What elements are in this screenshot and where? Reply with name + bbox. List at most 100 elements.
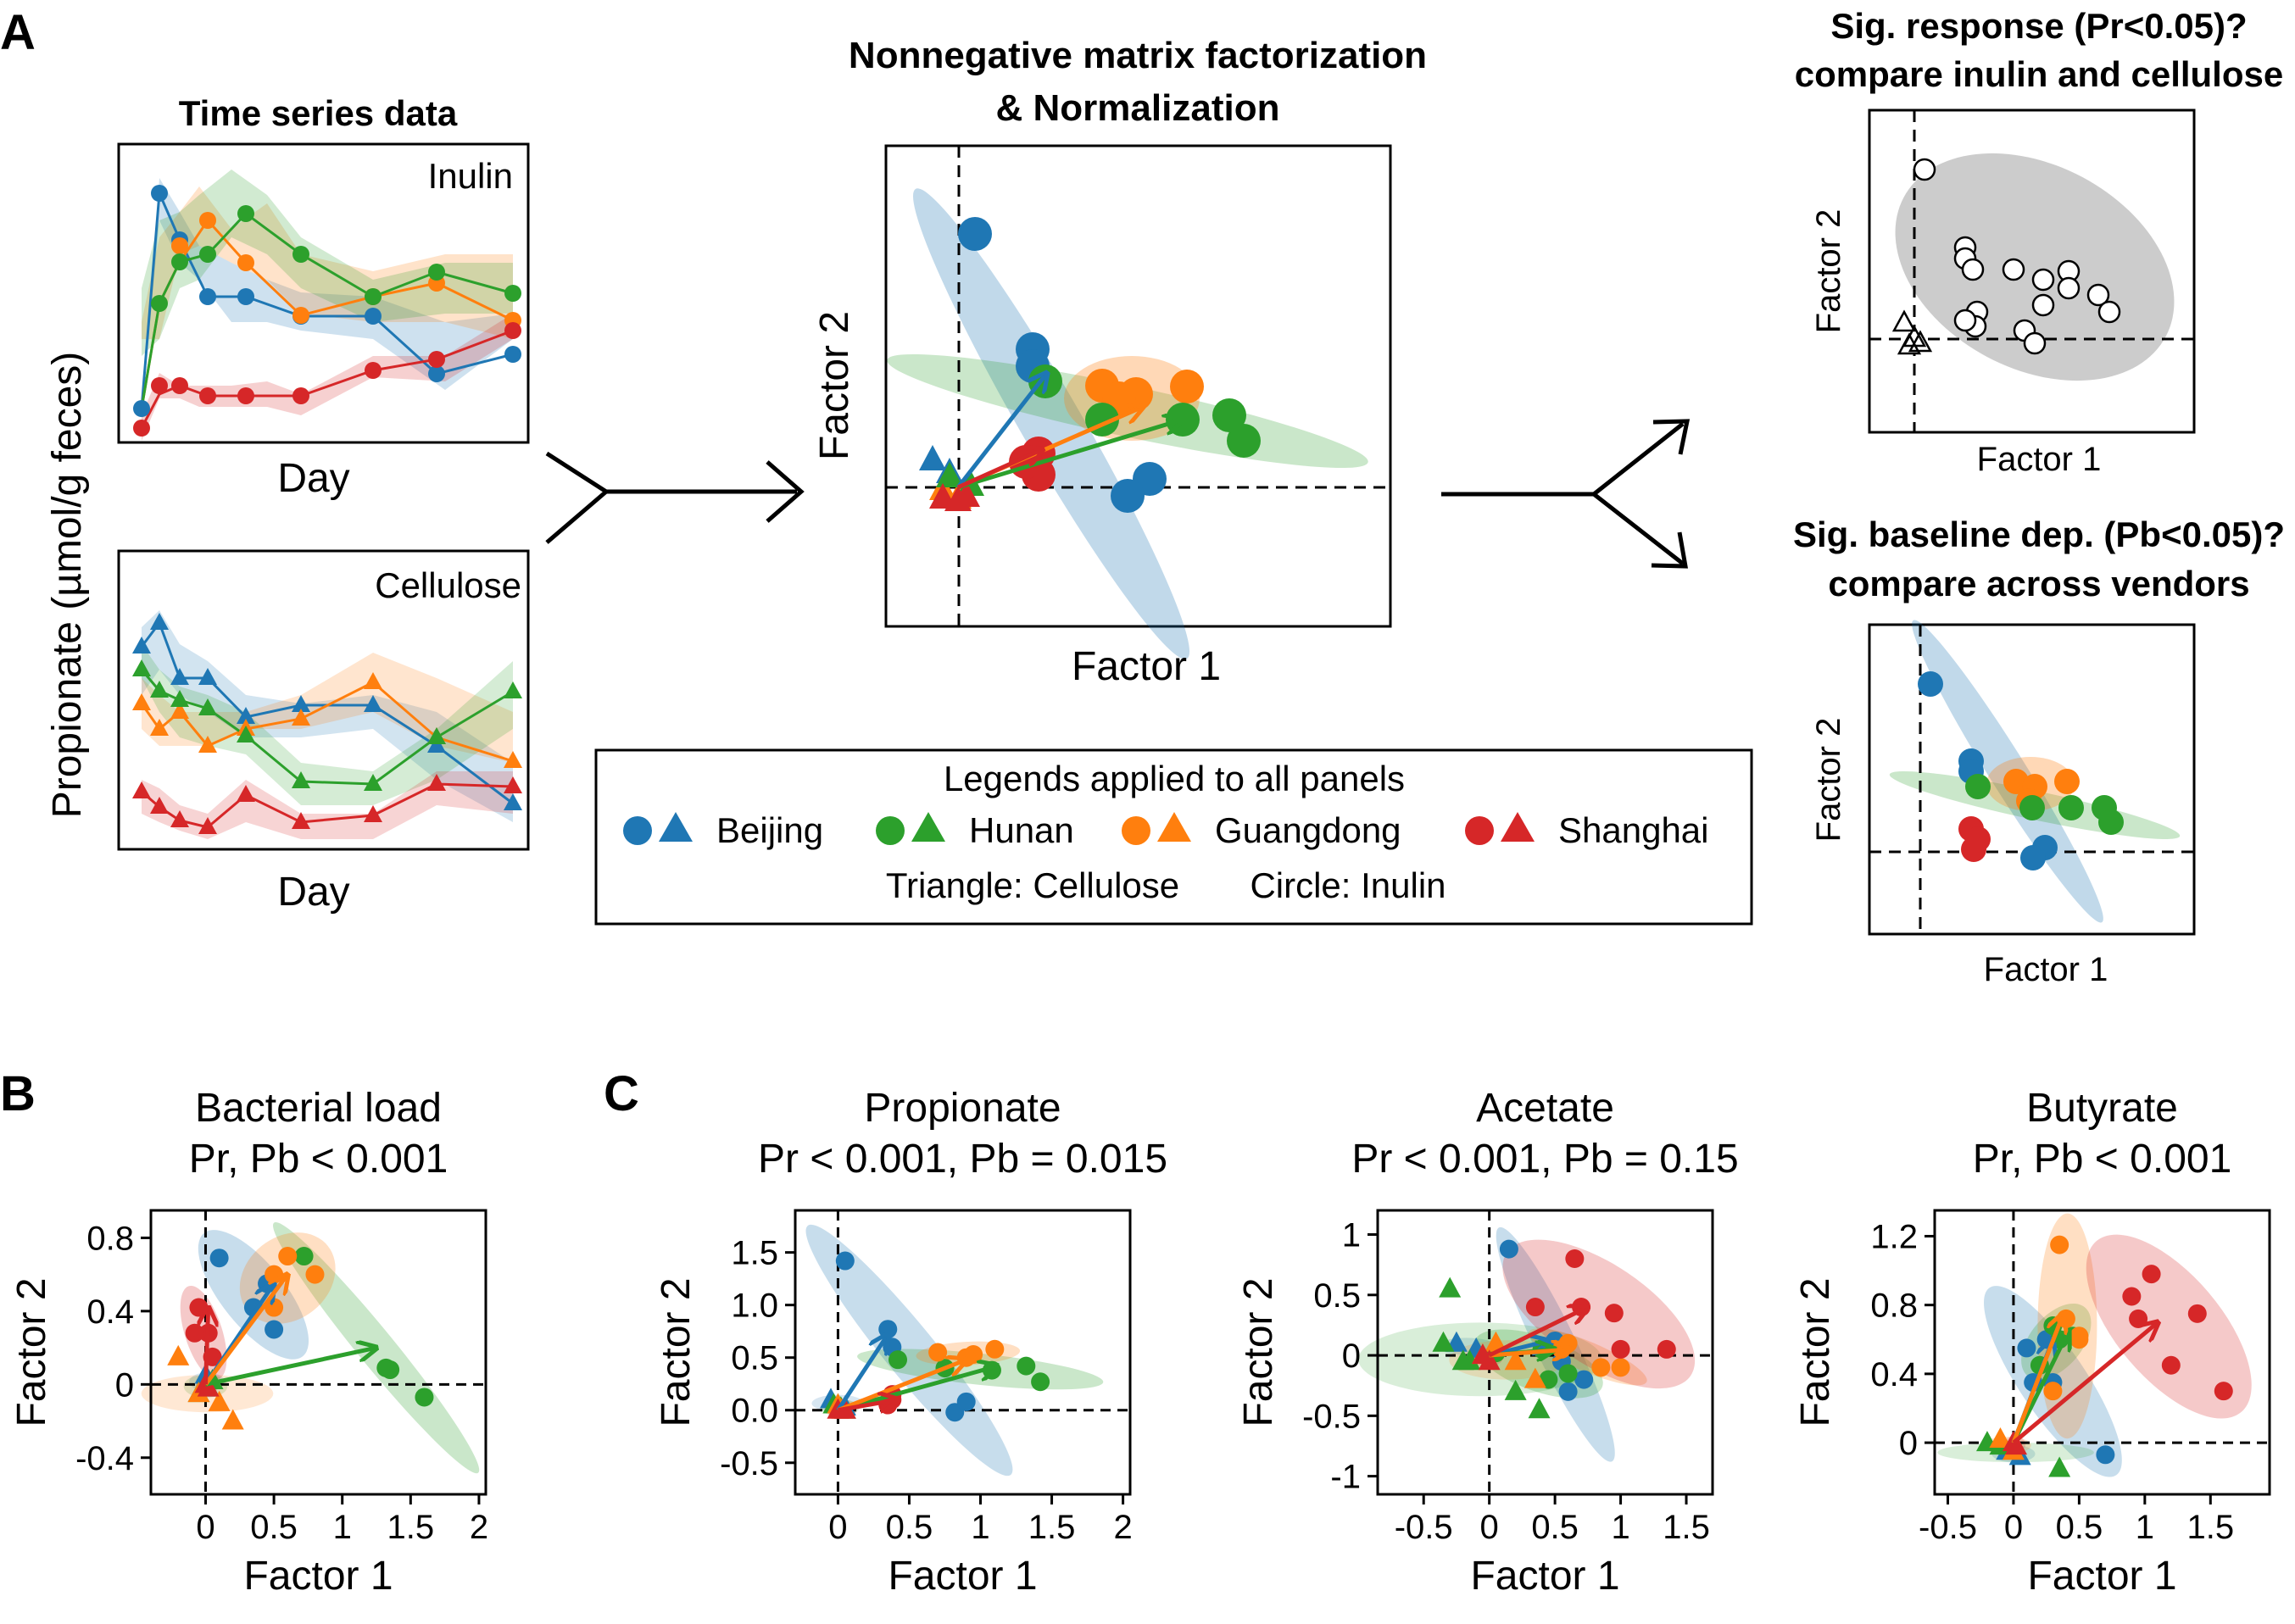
y-tick-label: 1.0 — [731, 1288, 778, 1325]
chart-subtitle: Pr < 0.001, Pb = 0.015 — [758, 1137, 1167, 1182]
inulin-point — [1499, 1239, 1518, 1259]
cellulose-point — [2048, 1456, 2071, 1477]
cellulose-frame — [117, 549, 530, 851]
inulin-point — [1574, 1370, 1594, 1389]
x-tick-label: 1.5 — [1663, 1509, 1710, 1546]
inulin-point — [928, 1343, 948, 1362]
panel-letter-c: C — [604, 1066, 639, 1121]
legend-item-beijing: Beijing — [623, 810, 823, 850]
inulin-label: Inulin — [428, 156, 513, 196]
inulin-point — [1611, 1358, 1630, 1377]
chart-title: Butyrate — [2026, 1086, 2178, 1131]
x-tick-label: 0.5 — [1531, 1509, 1579, 1546]
response-xlabel: Factor 1 — [1977, 441, 2102, 478]
chart-subtitle: Pr, Pb < 0.001 — [189, 1137, 448, 1182]
response-plot — [1868, 108, 2196, 434]
inulin-point — [189, 1298, 209, 1317]
ts-xlabel-top: Day — [277, 456, 349, 501]
panel-letter-a: A — [0, 5, 36, 60]
inulin-point — [185, 1323, 204, 1343]
y-axis-label: Factor 2 — [1793, 1277, 1838, 1427]
confidence-ellipse — [2086, 1234, 2252, 1419]
response-arrow — [205, 1308, 208, 1385]
legend-item-shanghai: Shanghai — [1465, 810, 1709, 850]
inulin-point — [2161, 1355, 2181, 1375]
cellulose-point — [208, 1390, 231, 1411]
baseline-ylabel: Factor 2 — [1810, 718, 1847, 843]
response-points — [1891, 158, 2121, 355]
inulin-point — [835, 1251, 855, 1271]
inulin-point — [2096, 1445, 2115, 1465]
response-arrow — [1488, 1307, 1588, 1358]
x-tick-label: 2 — [1113, 1509, 1132, 1546]
cellulose-point — [221, 1409, 244, 1430]
legend-title: Legends applied to all panels — [944, 759, 1405, 798]
nmf-frame — [884, 144, 1392, 628]
chart-propionate: Propionate Pr < 0.001, Pb = 0.015 0 0.5 1 1.5… — [654, 1086, 1167, 1599]
inulin-point — [985, 1339, 1005, 1359]
ts-title: Time series data — [179, 93, 458, 133]
legend-item-guangdong: Guangdong — [1122, 810, 1401, 850]
legend-label-shanghai: Shanghai — [1558, 810, 1709, 850]
inulin-point — [1591, 1358, 1611, 1377]
inulin-point — [1565, 1249, 1585, 1269]
cellulose-point — [1439, 1276, 1462, 1298]
x-tick-label: 1 — [1611, 1509, 1629, 1546]
sig-resp-1: Sig. response (Pr<0.05)? — [1830, 6, 2247, 46]
y-axis-label: Factor 2 — [9, 1277, 54, 1427]
y-tick-label: 1.2 — [1870, 1218, 1918, 1255]
y-axis-label: Factor 2 — [654, 1277, 699, 1427]
chart-bacterial-load: Bacterial load Pr, Pb < 0.001 0 0.5 1 1.5 2 -0.… — [9, 1086, 488, 1599]
nmf-xlabel: Factor 1 — [1072, 644, 1221, 689]
inulin-frame — [117, 142, 530, 444]
x-axis-label: Factor 1 — [1470, 1554, 1619, 1599]
x-tick-label: -0.5 — [1919, 1509, 1977, 1546]
response-frame — [1868, 108, 2196, 434]
y-tick-label: 1 — [1342, 1217, 1361, 1254]
plot-frame — [1376, 1209, 1714, 1496]
chart-title: Bacterial load — [195, 1086, 442, 1131]
cellulose-point — [1528, 1398, 1551, 1419]
chart-title: Propionate — [864, 1086, 1061, 1131]
chart-butyrate: Butyrate Pr, Pb < 0.001 -0.5 0 0.5 1 1.5 0 0.4 0.… — [1793, 1086, 2271, 1599]
y-tick-label: 0 — [1899, 1425, 1918, 1462]
response-arrow — [2011, 1314, 2064, 1443]
response-arrow — [203, 1275, 287, 1386]
inulin-point — [2017, 1338, 2036, 1358]
chart-acetate: Acetate Pr < 0.001, Pb = 0.15 -0.5 0 0.5 1 1.5… — [1236, 1086, 1739, 1599]
sig-base-1: Sig. baseline dep. (Pb<0.05)? — [1793, 514, 2285, 554]
inulin-point — [1525, 1298, 1545, 1317]
inulin-point — [294, 1247, 314, 1266]
legend-label-hunan: Hunan — [969, 810, 1074, 850]
x-axis-label: Factor 1 — [888, 1554, 1037, 1599]
cellulose-point — [2005, 1434, 2028, 1455]
inulin-point — [2129, 1309, 2148, 1328]
x-tick-label: 0 — [828, 1509, 847, 1546]
inulin-point — [1558, 1364, 1578, 1383]
y-tick-label: 0 — [115, 1366, 134, 1404]
inulin-point — [305, 1265, 325, 1284]
sig-resp-2: compare inulin and cellulose — [1795, 54, 2283, 94]
response-ylabel: Factor 2 — [1810, 209, 1847, 334]
response-arrow — [2012, 1322, 2158, 1445]
inulin-point — [956, 1392, 976, 1411]
response-arrow — [1489, 1349, 1571, 1355]
inulin-point — [1611, 1339, 1630, 1359]
nmf-title-2: & Normalization — [996, 87, 1280, 129]
x-tick-label: 0 — [2004, 1509, 2023, 1546]
inulin-point — [1657, 1339, 1676, 1359]
cellulose-point — [1478, 1349, 1501, 1371]
inulin-markers — [133, 185, 521, 437]
y-tick-label: -0.4 — [75, 1440, 134, 1477]
x-tick-label: 1.5 — [2186, 1509, 2234, 1546]
y-axis-label: Factor 2 — [1236, 1277, 1281, 1427]
inulin-point — [415, 1388, 434, 1407]
nmf-plot — [884, 144, 1392, 659]
y-tick-label: 0 — [1342, 1338, 1361, 1375]
plot-frame — [149, 1209, 487, 1496]
cellulose-point — [1524, 1367, 1546, 1388]
x-tick-label: 1 — [333, 1509, 352, 1546]
confidence-ellipse — [1502, 1239, 1696, 1389]
inulin-point — [2187, 1304, 2207, 1323]
